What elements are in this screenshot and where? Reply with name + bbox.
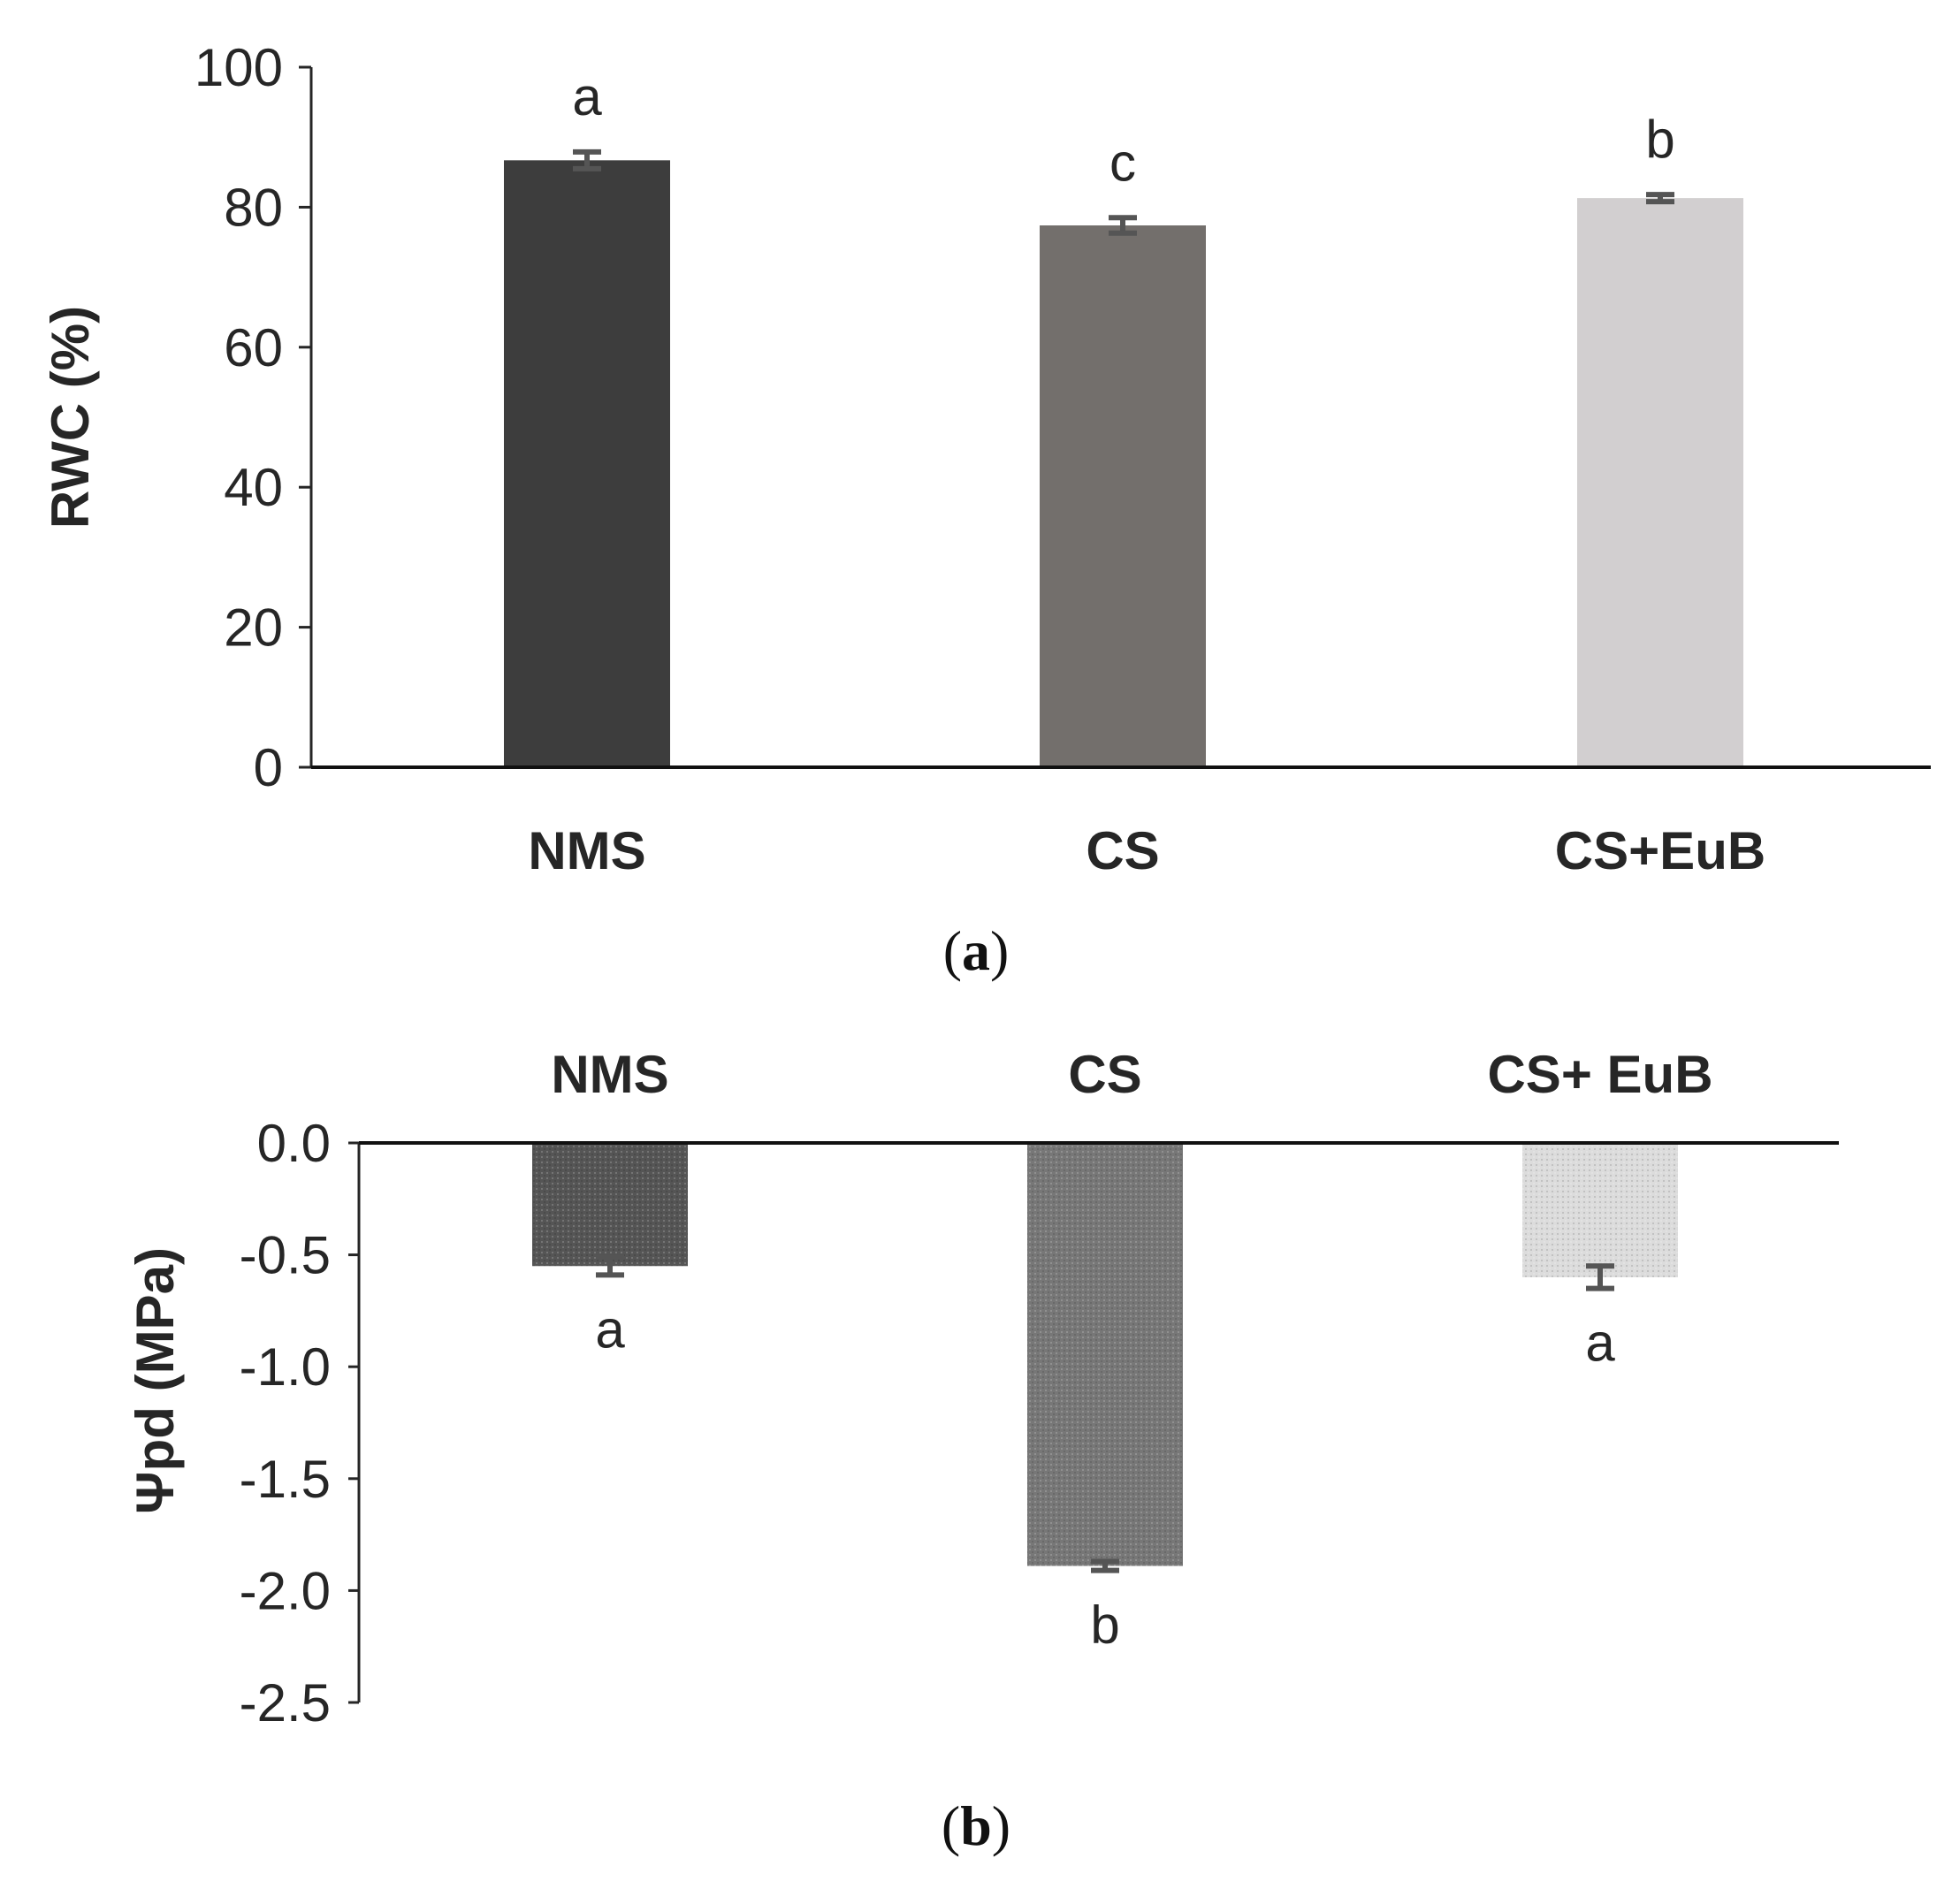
- chart-b: 0.0-0.5-1.0-1.5-2.0-2.5 NMS CS CS+ EuB aba…: [126, 1045, 1839, 1857]
- chart-b-categories: NMS CS CS+ EuB: [551, 1045, 1712, 1104]
- chart-a-y-tick-label: 20: [224, 598, 283, 658]
- chart-a: 0 20 40 60 80 100 NMS CS CS+EuB a c b RWC (%) (a): [41, 38, 1931, 982]
- chart-a-y-tick-label: 60: [224, 318, 283, 377]
- chart-a-bar-nms: [504, 160, 670, 767]
- chart-a-y-axis-label: RWC (%): [41, 306, 100, 529]
- chart-b-y-tick-label: -0.5: [240, 1226, 331, 1285]
- chart-a-category-label: NMS: [528, 821, 645, 880]
- chart-a-categories: NMS CS CS+EuB: [528, 821, 1765, 880]
- chart-b-bar-texture: [532, 1143, 688, 1267]
- chart-b-y-tick-label: -2.5: [240, 1673, 331, 1733]
- chart-a-bar-cs: [1040, 225, 1206, 767]
- chart-b-category-label: CS: [1068, 1045, 1141, 1104]
- chart-b-significance: a b a: [595, 1299, 1615, 1654]
- chart-a-y-tick-label: 0: [254, 738, 283, 797]
- chart-b-errorbars: [596, 1254, 1614, 1573]
- chart-a-y-tick-label: 100: [194, 38, 283, 97]
- chart-b-errorbar: [596, 1254, 624, 1278]
- chart-a-errorbar: [1109, 215, 1137, 236]
- chart-a-significance: a c b: [572, 67, 1674, 192]
- chart-a-y-tick-label: 40: [224, 458, 283, 517]
- chart-a-y-tick-label: 80: [224, 178, 283, 237]
- chart-a-y-ticks: 0 20 40 60 80 100: [194, 38, 311, 797]
- chart-b-y-tick-label: -1.5: [240, 1450, 331, 1509]
- chart-b-y-ticks: 0.0 -0.5 -1.0 -1.5 -2.0 -2.5: [240, 1114, 359, 1733]
- panel-label-b: (b): [942, 1794, 1010, 1857]
- chart-b-bars: [532, 1143, 1678, 1566]
- chart-a-category-label: CS+EuB: [1555, 821, 1765, 880]
- chart-b-y-axis-label: Ψpd (MPa): [126, 1247, 185, 1514]
- chart-b-bar-texture: [1027, 1143, 1183, 1566]
- chart-a-bars: [504, 160, 1743, 767]
- chart-b-bar-texture: [1522, 1143, 1678, 1277]
- chart-b-significance-letter: b: [1090, 1596, 1119, 1655]
- chart-b-category-label: CS+ EuB: [1487, 1045, 1712, 1104]
- chart-b-significance-letter: a: [595, 1299, 625, 1359]
- chart-a-errorbar: [573, 149, 601, 171]
- chart-b-significance-letter: a: [1585, 1314, 1615, 1373]
- chart-b-errorbar: [1586, 1263, 1614, 1291]
- chart-b-y-tick-label: -1.0: [240, 1337, 331, 1397]
- chart-a-bar-cseub: [1577, 198, 1743, 767]
- chart-a-significance-letter: a: [572, 67, 602, 126]
- chart-a-errorbars: [573, 149, 1674, 236]
- chart-b-y-tick-label: 0.0: [257, 1114, 331, 1173]
- chart-b-y-tick-label: -2.0: [240, 1561, 331, 1620]
- chart-b-category-label: NMS: [551, 1045, 668, 1104]
- chart-b-errorbar: [1091, 1558, 1119, 1573]
- chart-a-errorbar: [1646, 192, 1674, 205]
- panel-label-a: (a): [943, 919, 1010, 982]
- chart-a-category-label: CS: [1086, 821, 1159, 880]
- panel-letter-a: a: [962, 919, 990, 982]
- panel-letter-b: b: [960, 1794, 992, 1857]
- chart-a-significance-letter: c: [1109, 133, 1136, 192]
- chart-a-significance-letter: b: [1645, 110, 1674, 169]
